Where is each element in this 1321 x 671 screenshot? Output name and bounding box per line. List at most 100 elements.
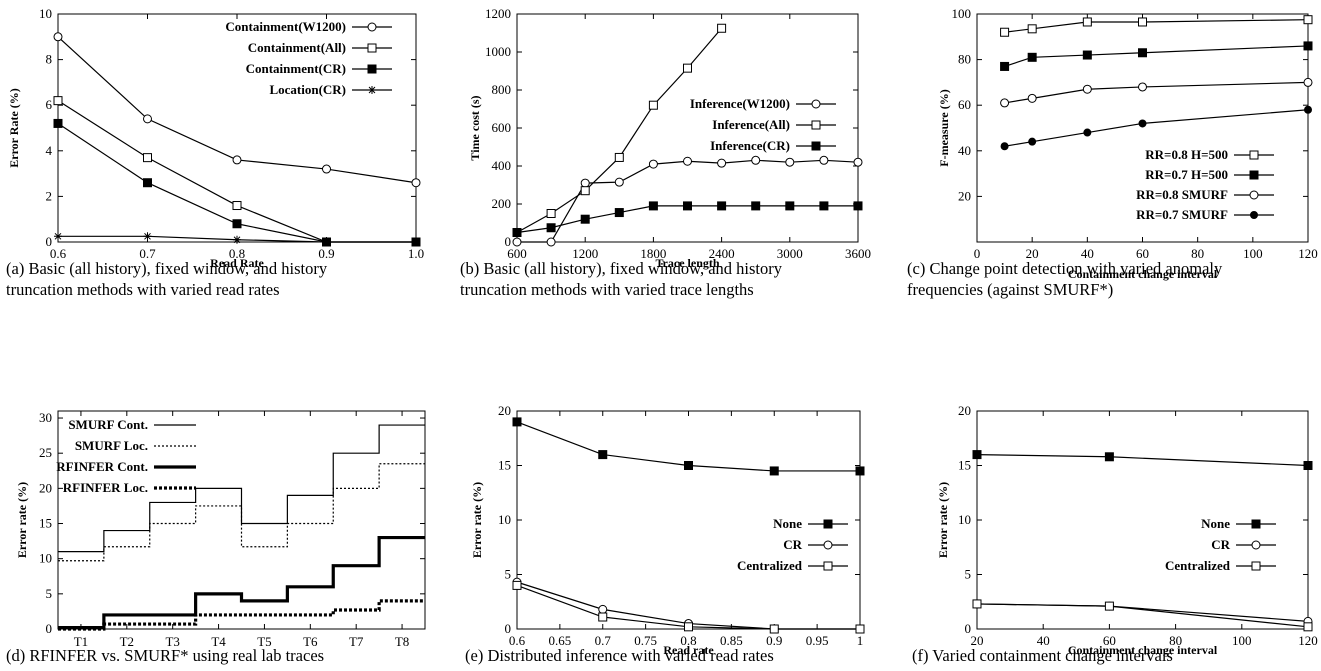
y-tick-label: 15 [958, 458, 971, 473]
data-point [1303, 15, 1313, 25]
chart-c: 20 40 60 80 100 0 20 40 60 80 100 120 Containment ch… [937, 6, 1318, 281]
x-tick-label: 1.0 [408, 246, 424, 261]
y-tick-label: 200 [492, 196, 512, 211]
legend-label: RR=0.8 H=500 [1145, 147, 1228, 162]
legend-marker [1251, 561, 1261, 571]
y-tick-label: 30 [39, 410, 52, 425]
data-point [785, 157, 795, 167]
y-tick-label: 10 [958, 512, 971, 527]
series-2 [58, 535, 425, 630]
x-tick-label: 0 [974, 246, 981, 261]
data-point [1027, 52, 1037, 62]
x-tick-label: 0.7 [595, 633, 612, 648]
data-point [232, 201, 242, 211]
series-0 [972, 450, 1313, 470]
legend-marker [811, 141, 821, 151]
legend-marker [1249, 190, 1259, 200]
x-tick-label: 0.8 [680, 633, 696, 648]
y-tick-label: 800 [492, 82, 512, 97]
y-tick-label: 10 [498, 512, 511, 527]
x-axis-label: Containment change interval [1068, 643, 1218, 657]
y-tick-label: 60 [958, 97, 971, 112]
data-point [683, 63, 692, 73]
data-point [1027, 93, 1037, 103]
legend-label: Location(CR) [269, 82, 346, 97]
data-point [648, 100, 658, 110]
data-point [648, 201, 658, 211]
legend-marker [1251, 540, 1261, 550]
y-axis-label: Time cost (s) [468, 95, 482, 160]
data-point [717, 201, 727, 211]
data-point [512, 228, 522, 237]
x-tick-label: 600 [507, 246, 527, 261]
legend-marker [823, 540, 833, 550]
chart-a: 0 2 4 6 8 10 0.6 0.7 0.8 0.9 1.0 Read Rate Error Rat… [7, 6, 424, 270]
caption-e: (e) Distributed inference with varied re… [465, 646, 774, 665]
data-point [598, 450, 608, 460]
legend-marker [367, 22, 377, 32]
data-point [1082, 84, 1092, 94]
x-tick-label: 40 [1081, 246, 1094, 261]
y-tick-label: 25 [39, 445, 52, 460]
series-line [976, 454, 1309, 467]
y-axis-label: Error rate (%) [15, 482, 29, 558]
x-tick-label: 0.9 [318, 246, 334, 261]
data-point [614, 152, 624, 162]
y-tick-label: 100 [952, 6, 972, 21]
data-point [1138, 48, 1147, 58]
data-point [1027, 24, 1037, 34]
legend-label: CR [1211, 537, 1230, 552]
data-point [1000, 142, 1009, 151]
x-tick-label: 0.75 [634, 633, 657, 648]
legend-label: Containment(CR) [246, 61, 346, 76]
data-point [232, 219, 242, 229]
y-tick-label: 5 [46, 586, 53, 601]
legend-marker [1249, 150, 1259, 160]
data-point [1028, 137, 1037, 146]
legend-label: Inference(All) [712, 117, 790, 132]
x-tick-label: 100 [1243, 246, 1263, 261]
y-tick-label: 0 [505, 234, 512, 249]
caption-b: (b) Basic (all history), fixed window, a… [460, 259, 782, 299]
legend-label: CR [783, 537, 802, 552]
data-point [1104, 601, 1114, 611]
x-tick-label: 2400 [709, 246, 735, 261]
data-point [1104, 452, 1114, 462]
legend-marker [367, 43, 377, 53]
legend-marker [811, 99, 821, 109]
legend-marker [1249, 170, 1259, 180]
y-tick-label: 4 [46, 143, 53, 158]
x-tick-label: 20 [971, 633, 984, 648]
x-tick-label: T2 [120, 634, 134, 649]
data-point [512, 237, 522, 247]
series-line [976, 603, 1309, 628]
series-1 [1000, 41, 1313, 71]
data-point [684, 461, 693, 470]
data-point [1083, 128, 1092, 137]
x-axis-label: Read rate [663, 643, 714, 657]
x-tick-label: 0.95 [806, 633, 829, 648]
y-tick-label: 1000 [485, 44, 511, 59]
x-tick-label: 3600 [845, 246, 871, 261]
data-point [648, 159, 658, 169]
data-point [1303, 461, 1313, 470]
legend-label: Centralized [1165, 558, 1231, 573]
data-point [1000, 27, 1010, 37]
data-point [322, 238, 331, 246]
legend-label: Containment(All) [248, 40, 346, 55]
series-2 [972, 599, 1313, 632]
data-point [855, 624, 865, 634]
data-point [53, 96, 63, 106]
series-2 [512, 580, 865, 634]
legend-marker [823, 561, 833, 571]
data-point [853, 157, 863, 167]
caption-a: (a) Basic (all history), fixed window, a… [6, 259, 328, 299]
chart-e: 0 5 10 15 20 0.6 0.65 0.7 0.75 0.8 0.85 0.9 0.95 1 Rea… [470, 403, 865, 657]
series-2 [1000, 77, 1313, 108]
y-tick-label: 0 [965, 621, 972, 636]
y-axis-label: Error rate (%) [470, 482, 484, 558]
legend-label: Centralized [737, 558, 803, 573]
legend-label: RR=0.8 SMURF [1136, 187, 1228, 202]
series-0 [1000, 15, 1313, 37]
